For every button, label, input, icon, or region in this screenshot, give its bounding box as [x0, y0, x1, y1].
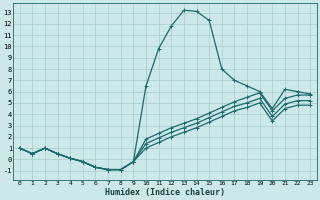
X-axis label: Humidex (Indice chaleur): Humidex (Indice chaleur)	[105, 188, 225, 197]
